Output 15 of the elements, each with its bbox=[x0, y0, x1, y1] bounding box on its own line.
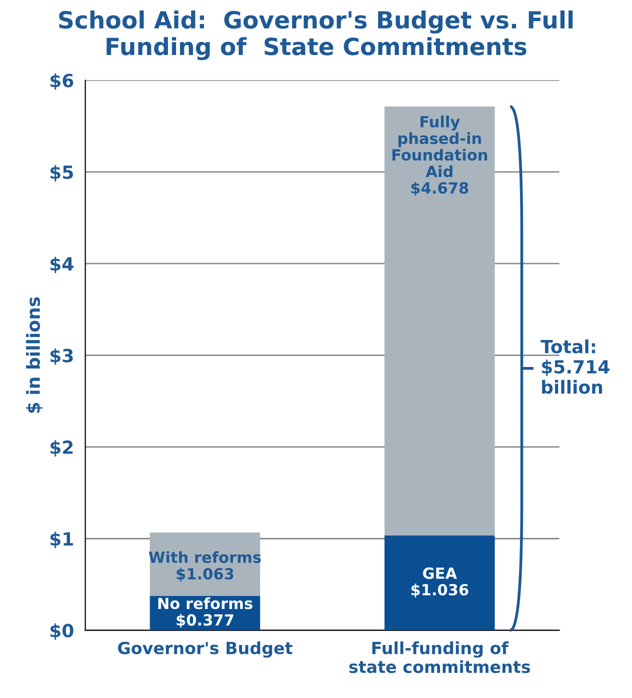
x-tick-label: Governor's Budget bbox=[118, 641, 292, 658]
data-label: Fully phased-in Foundation Aid $4.678 bbox=[392, 116, 488, 196]
y-tick-label: $2 bbox=[50, 440, 73, 456]
y-tick-label: $4 bbox=[50, 256, 74, 274]
y-tick-label: $1 bbox=[50, 532, 73, 548]
y-tick-label: $3 bbox=[50, 348, 73, 365]
y-axis-title: $ in billions bbox=[26, 297, 42, 413]
y-tick-label: $5 bbox=[50, 165, 73, 182]
y-tick-label: $0 bbox=[50, 623, 74, 640]
x-tick-label: Full-funding of state commitments bbox=[349, 641, 530, 674]
annotation: Total: $5.714 billion bbox=[540, 339, 610, 394]
y-tick-label: $6 bbox=[50, 73, 74, 90]
data-label: GEA $1.036 bbox=[411, 567, 468, 598]
chart-title: School Aid: Governor's Budget vs. Full Funding of State Commitments bbox=[59, 10, 573, 60]
data-label: No reforms $0.377 bbox=[158, 597, 252, 628]
